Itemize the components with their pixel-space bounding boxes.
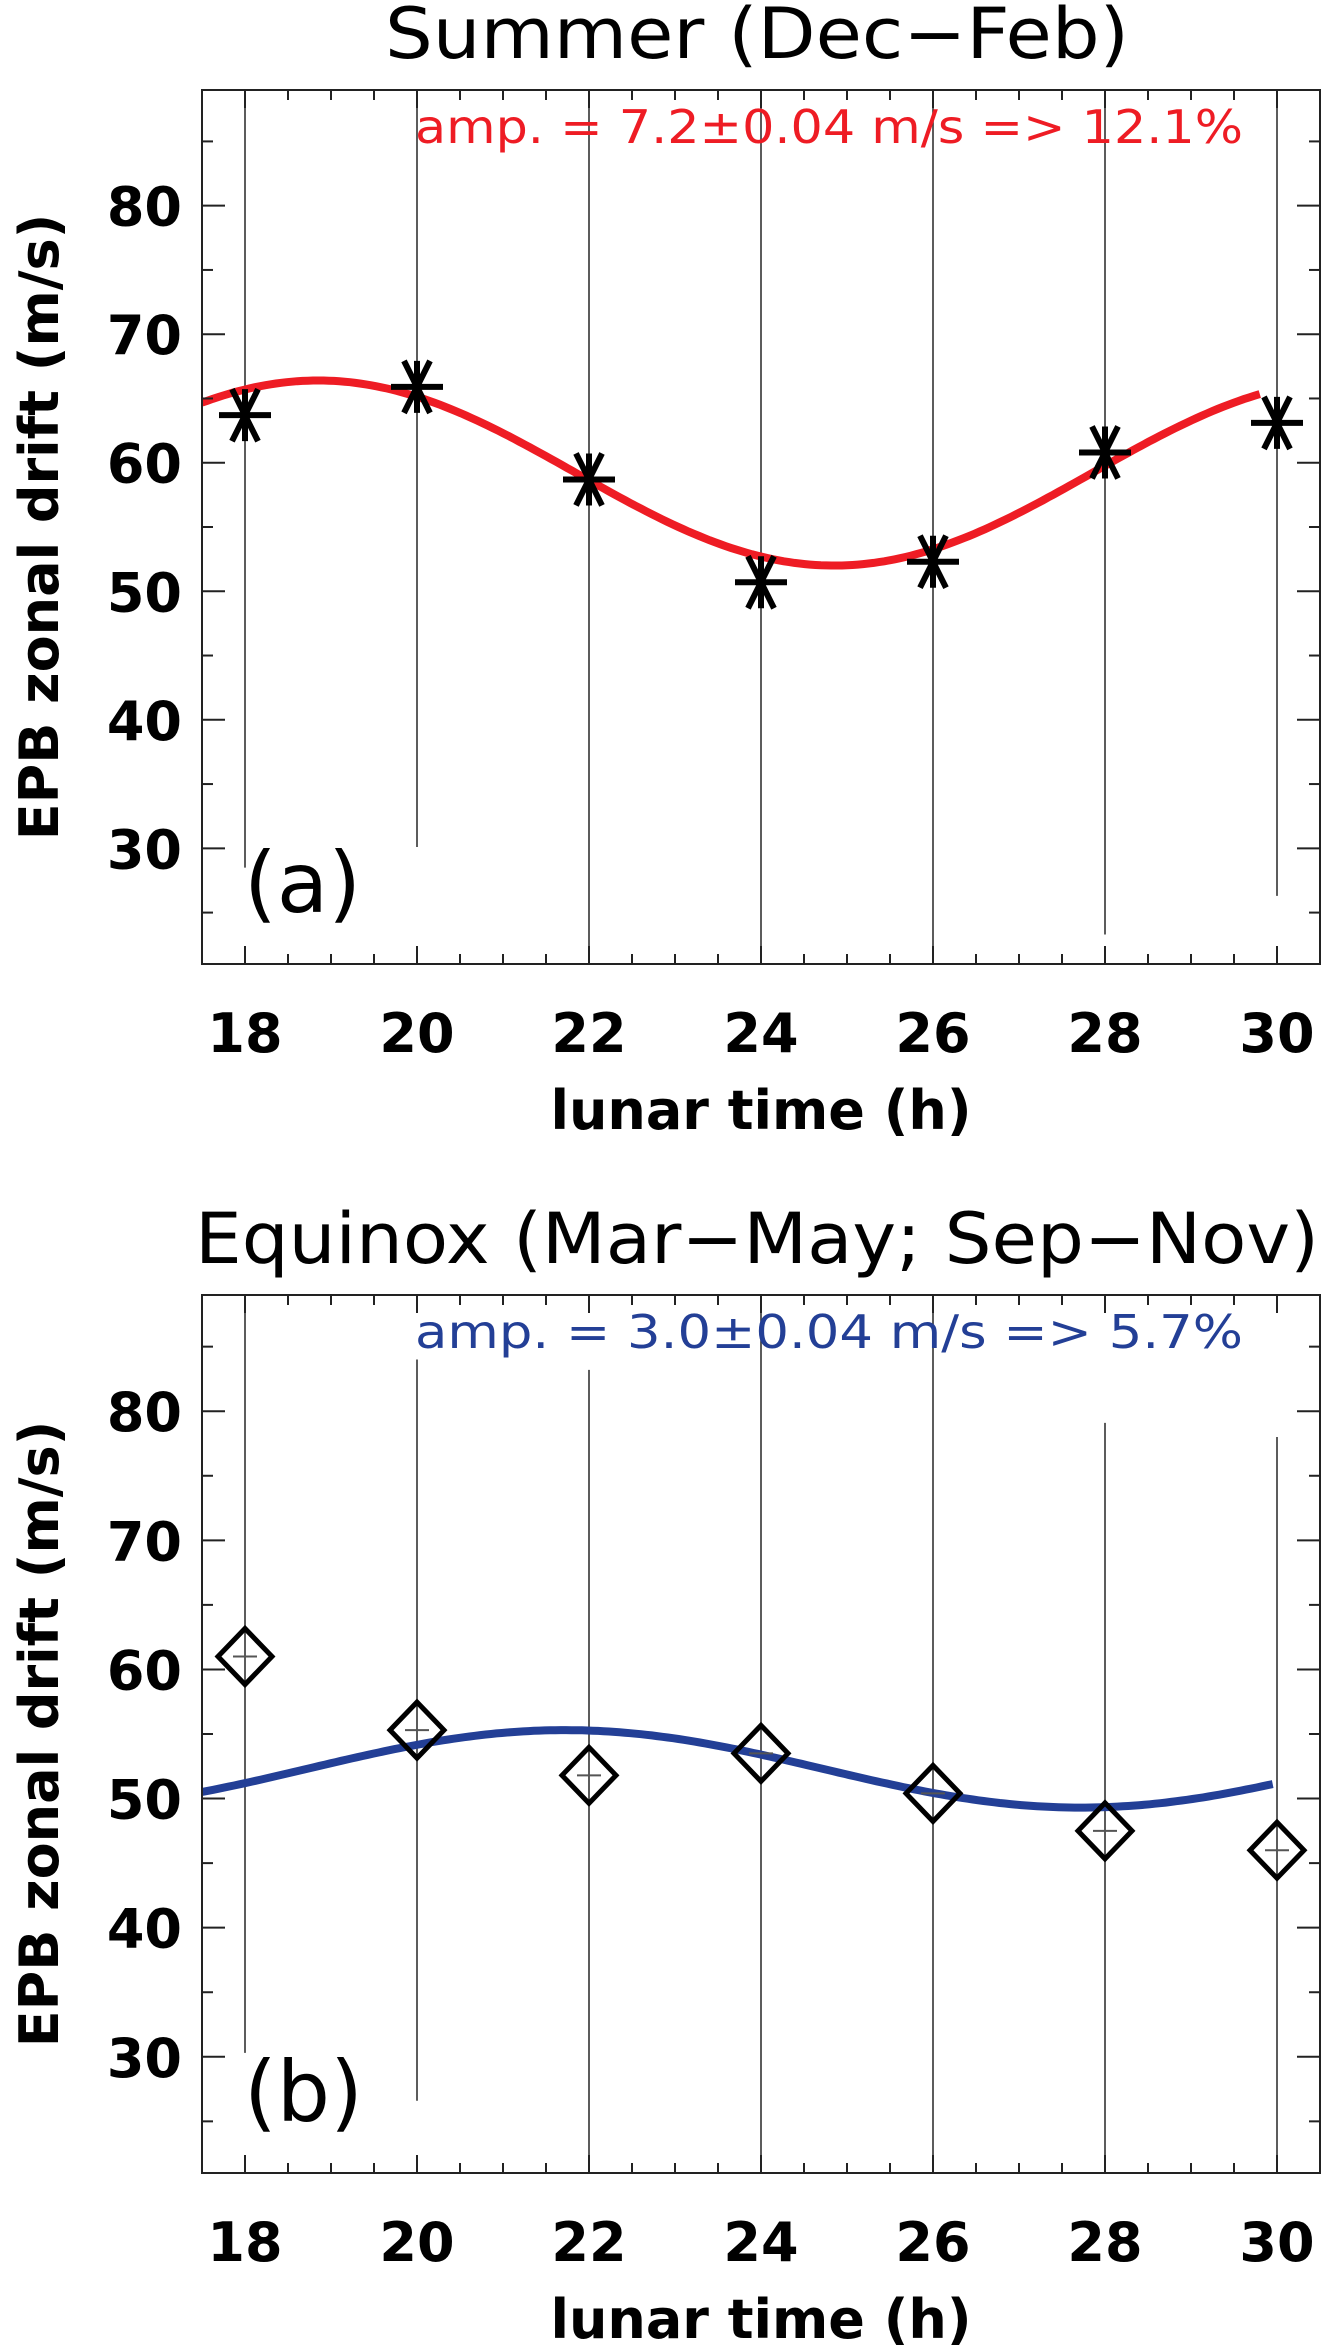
y-tick-label: 70 [107,304,182,367]
data-point [735,554,787,610]
y-tick-label: 60 [107,433,182,496]
panel-label: (a) [244,834,361,932]
panel-a: 18 20 22 24 26 28 30 30 40 50 60 70 80 Summer (Dec−Fe… [8,0,1321,1142]
x-tick-label: 22 [551,2211,626,2274]
x-tick-label: 30 [1239,2211,1314,2274]
data-point [1246,1818,1308,1882]
data-point [214,1624,276,1689]
plot-area [202,1295,1308,2173]
x-tick-label: 24 [723,2211,798,2274]
x-tick-label: 20 [379,2211,454,2274]
fit-curve [202,376,1261,570]
y-tick-label: 80 [107,1381,182,1444]
plot-area [202,90,1303,964]
chart-title: Summer (Dec−Feb) [385,0,1129,75]
x-tick-label: 28 [1067,1002,1142,1065]
amplitude-annotation: amp. = 7.2±0.04 m/s => 12.1% [415,100,1243,154]
panel-b: 18 20 22 24 26 28 30 30 40 50 60 70 80 Equinox (Mar−M… [8,1198,1321,2350]
data-point [1074,1799,1136,1863]
fit-curve [202,1726,1274,1812]
y-tick-label: 50 [107,1769,182,1832]
y-axis-label: EPB zonal drift (m/s) [8,1421,71,2048]
amplitude-annotation: amp. = 3.0±0.04 m/s => 5.7% [415,1305,1243,1359]
y-tick-label: 40 [107,690,182,753]
data-point [391,359,443,415]
data-point [386,1698,448,1762]
x-tick-label: 30 [1239,1002,1314,1065]
data-point [902,1761,964,1825]
y-tick-label: 30 [107,818,182,881]
chart-title: Equinox (Mar−May; Sep−Nov) [195,1198,1319,1280]
x-tick-label: 28 [1067,2211,1142,2274]
data-point [730,1721,792,1785]
x-axis-label: lunar time (h) [550,1079,971,1142]
panel-label: (b) [244,2043,363,2141]
x-tick-label: 18 [207,2211,282,2274]
y-tick-label: 80 [107,176,182,239]
y-tick-label: 50 [107,561,182,624]
y-tick-label: 60 [107,1639,182,1702]
y-axis-label: EPB zonal drift (m/s) [8,214,71,841]
x-tick-label: 20 [379,1002,454,1065]
x-tick-label: 18 [207,1002,282,1065]
data-point [1079,425,1131,480]
data-point [907,534,959,590]
data-point [558,1743,620,1807]
x-tick-label: 26 [895,1002,970,1065]
x-tick-label: 22 [551,1002,626,1065]
x-axis-label: lunar time (h) [550,2288,971,2350]
x-tick-label: 24 [723,1002,798,1065]
y-tick-label: 40 [107,1898,182,1961]
y-tick-label: 70 [107,1510,182,1573]
data-point [219,387,271,443]
data-point [1251,395,1303,451]
data-point [563,452,615,507]
x-tick-label: 26 [895,2211,970,2274]
y-tick-label: 30 [107,2027,182,2090]
